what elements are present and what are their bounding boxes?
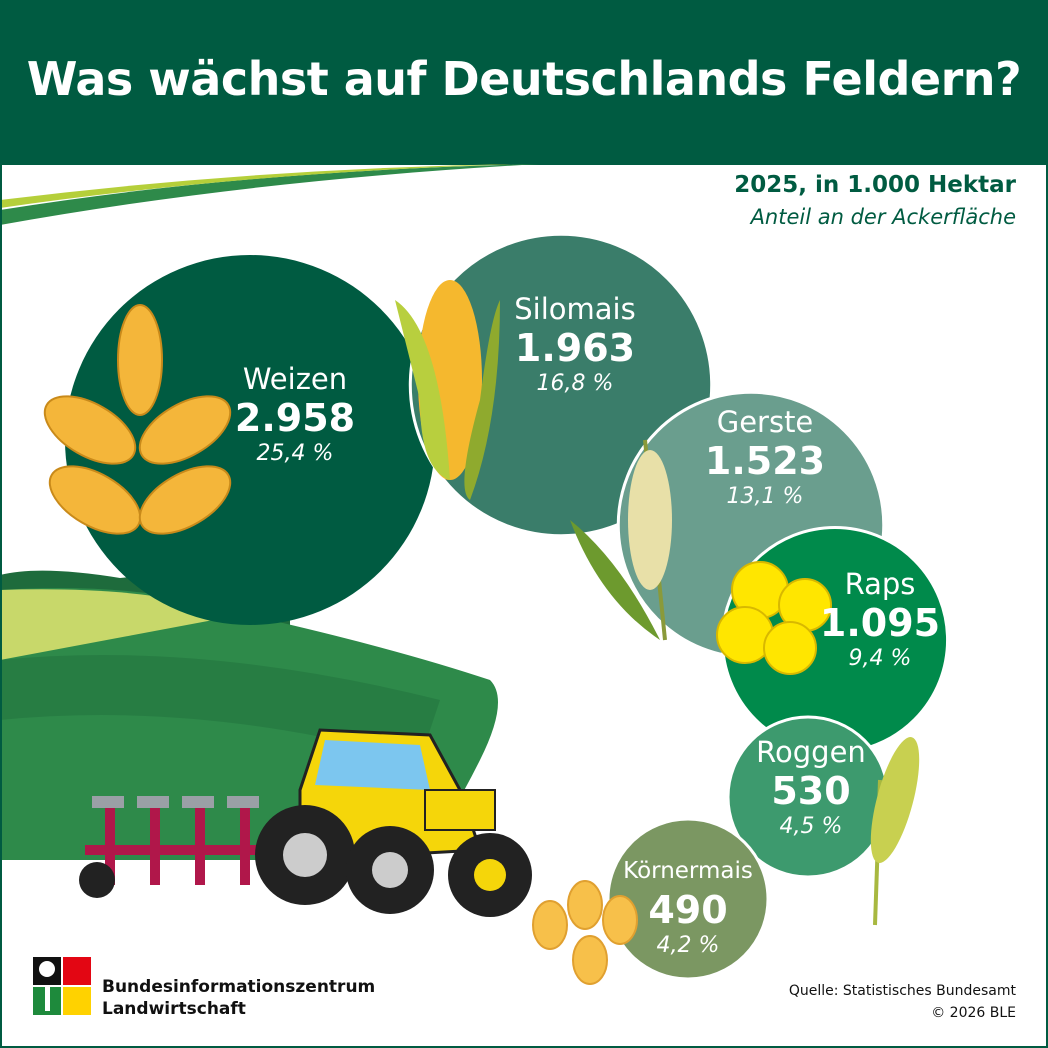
category-label: Raps (844, 567, 916, 601)
bubble-koernermais (606, 817, 770, 981)
bubble-label-silomais: Silomais 1.963 16,8 % (475, 292, 675, 398)
publisher-line-1: Bundesinformationszentrum (102, 977, 376, 997)
chart-share-label: Anteil an der Ackerfläche (750, 205, 1016, 229)
category-label: Körnermais (623, 858, 753, 884)
value-label: 2.958 (234, 396, 356, 440)
category-label: Silomais (514, 292, 636, 326)
source-text: Quelle: Statistisches Bundesamt (788, 983, 1016, 999)
value-label: 1.095 (819, 601, 941, 645)
share-label: 4,5 % (779, 814, 843, 839)
share-label: 4,2 % (656, 933, 720, 958)
value-label: 530 (771, 769, 851, 813)
category-label: Weizen (242, 362, 348, 396)
category-label: Gerste (716, 405, 814, 439)
copyright-text: © 2026 BLE (931, 1005, 1016, 1021)
wheat-icon (43, 304, 232, 535)
bubble-label-weizen: Weizen 2.958 25,4 % (195, 362, 395, 468)
share-label: 25,4 % (256, 441, 334, 466)
source-note: Quelle: Statistisches Bundesamt © 2026 B… (789, 980, 1016, 1024)
value-label: 490 (648, 888, 728, 932)
bubble-label-koernermais: Körnermais 490 4,2 % (588, 854, 788, 960)
value-label: 1.963 (514, 326, 636, 370)
bubble-label-raps: Raps 1.095 9,4 % (780, 567, 980, 673)
bubble-label-roggen: Roggen 530 4,5 % (711, 735, 911, 841)
rye-icon (870, 737, 920, 926)
chart-subtitle: 2025, in 1.000 Hektar (734, 172, 1016, 198)
share-label: 16,8 % (536, 371, 614, 396)
header-banner: Was wächst auf Deutschlands Feldern? (0, 0, 1048, 165)
header-swoosh (0, 150, 1048, 225)
ble-logo (33, 957, 91, 1015)
corn-icon (395, 280, 500, 500)
page-title: Was wächst auf Deutschlands Feldern? (26, 52, 1022, 106)
share-label: 9,4 % (848, 646, 912, 671)
bubble-label-gerste: Gerste 1.523 13,1 % (665, 405, 865, 511)
category-label: Roggen (756, 735, 866, 769)
tractor-with-plow-illustration (79, 728, 532, 917)
value-label: 1.523 (704, 439, 826, 483)
publisher-line-2: Landwirtschaft (102, 999, 246, 1019)
publisher-name: Bundesinformationszentrum Landwirtschaft (102, 976, 375, 1020)
corn-kernels-icon (532, 880, 638, 985)
share-label: 13,1 % (726, 484, 804, 509)
barley-icon (570, 439, 672, 641)
rapeseed-flower-icon (716, 561, 832, 675)
